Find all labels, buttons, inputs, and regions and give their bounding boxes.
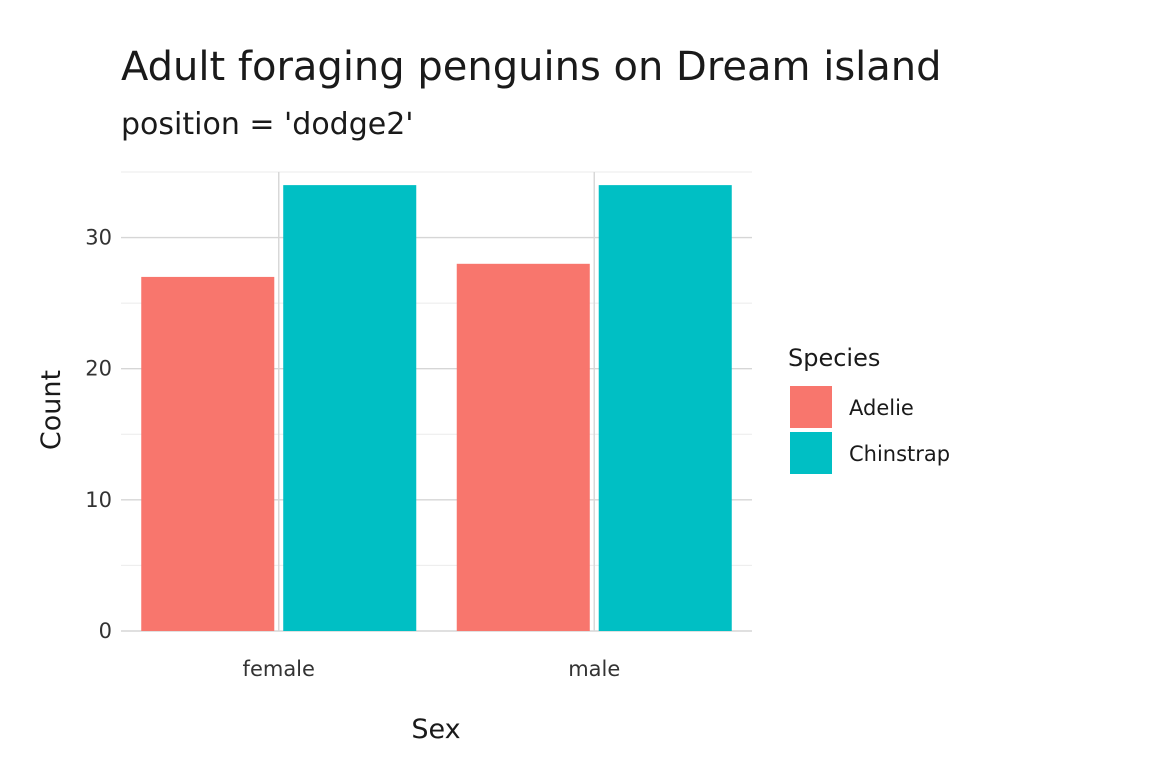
bar-chinstrap-male bbox=[598, 185, 732, 631]
legend-title: Species bbox=[788, 344, 880, 372]
y-tick-label: 0 bbox=[99, 619, 112, 643]
legend: Species Adelie Chinstrap bbox=[788, 344, 950, 474]
x-axis-title: Sex bbox=[411, 714, 460, 745]
y-tick-label: 30 bbox=[85, 226, 112, 250]
chart-title: Adult foraging penguins on Dream island bbox=[121, 44, 942, 90]
bar-chinstrap-female bbox=[283, 185, 417, 631]
y-axis-title: Count bbox=[36, 370, 67, 450]
legend-label-adelie: Adelie bbox=[849, 396, 914, 420]
bar-adelie-male bbox=[456, 263, 590, 631]
y-tick-label: 20 bbox=[85, 357, 112, 381]
x-tick-label: female bbox=[243, 657, 315, 681]
legend-swatch-adelie bbox=[790, 386, 832, 428]
y-tick-label: 10 bbox=[85, 488, 112, 512]
chart-subtitle: position = 'dodge2' bbox=[121, 107, 414, 142]
legend-label-chinstrap: Chinstrap bbox=[849, 442, 950, 466]
legend-swatch-chinstrap bbox=[790, 432, 832, 474]
plot-area: 0 10 20 30 female male bbox=[85, 171, 752, 681]
x-tick-label: male bbox=[568, 657, 620, 681]
bar-adelie-female bbox=[141, 276, 275, 631]
